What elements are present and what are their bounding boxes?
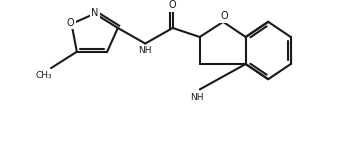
Text: O: O xyxy=(220,11,228,22)
Text: NH: NH xyxy=(138,46,151,55)
Text: O: O xyxy=(67,18,75,28)
Text: O: O xyxy=(169,0,177,10)
Text: N: N xyxy=(91,8,99,18)
Text: CH₃: CH₃ xyxy=(36,71,52,80)
Text: NH: NH xyxy=(190,93,203,102)
